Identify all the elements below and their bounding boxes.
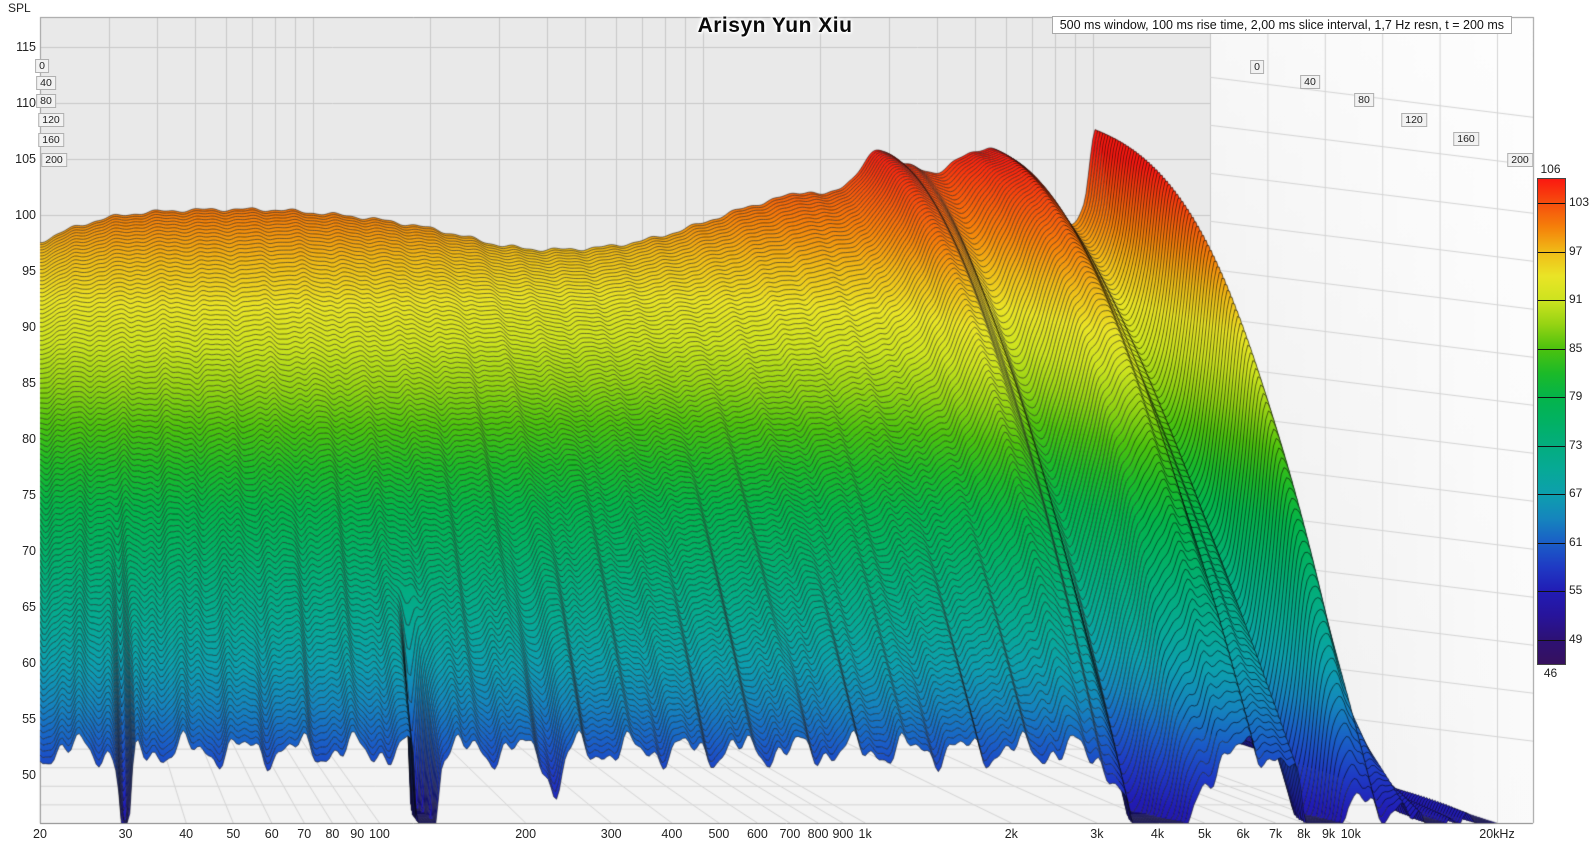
spl-tick-70: 70 xyxy=(22,544,36,558)
colorbar-tick-55 xyxy=(1538,591,1565,593)
freq-tick-1k: 1k xyxy=(858,827,872,841)
freq-tick-10k: 10k xyxy=(1340,827,1361,841)
freq-tick-500: 500 xyxy=(708,827,730,841)
freq-tick-70: 70 xyxy=(297,827,312,841)
time-label-left-160: 160 xyxy=(38,133,64,147)
freq-tick-60: 60 xyxy=(264,827,279,841)
time-label-right-160: 160 xyxy=(1453,132,1479,146)
colorbar-label-97: 97 xyxy=(1569,243,1583,258)
colorbar-label-85: 85 xyxy=(1569,340,1583,355)
spl-tick-80: 80 xyxy=(22,432,36,446)
colorbar-label-67: 67 xyxy=(1569,486,1583,501)
freq-tick-4k: 4k xyxy=(1150,827,1165,841)
spl-tick-50: 50 xyxy=(22,768,36,782)
colorbar-label-61: 61 xyxy=(1569,534,1583,549)
colorbar-label-79: 79 xyxy=(1569,389,1583,404)
colorbar-tick-79 xyxy=(1538,397,1565,399)
spl-tick-110: 110 xyxy=(16,96,36,110)
spl-tick-65: 65 xyxy=(22,600,36,614)
time-label-right-200: 200 xyxy=(1507,153,1533,167)
freq-tick-80: 80 xyxy=(325,827,340,841)
colorbar-tick-85 xyxy=(1538,348,1565,350)
freq-tick-9k: 9k xyxy=(1321,827,1336,841)
freq-tick-6k: 6k xyxy=(1236,827,1250,841)
freq-tick-7k: 7k xyxy=(1268,827,1283,841)
colorbar-label-106: 106 xyxy=(1540,162,1561,176)
spl-tick-95: 95 xyxy=(22,264,36,278)
colorbar-label-91: 91 xyxy=(1569,292,1583,307)
time-label-left-0: 0 xyxy=(35,59,49,73)
freq-tick-3k: 3k xyxy=(1090,827,1104,841)
time-label-left-200: 200 xyxy=(41,153,67,167)
time-label-left-80: 80 xyxy=(36,94,56,108)
freq-tick-90: 90 xyxy=(350,827,365,841)
colorbar-label-46: 46 xyxy=(1543,666,1558,680)
freq-tick-700: 700 xyxy=(779,827,801,841)
spl-colorbar xyxy=(1537,178,1566,665)
freq-tick-600: 600 xyxy=(746,827,768,841)
freq-tick-20: 20 xyxy=(33,827,47,841)
time-label-right-80: 80 xyxy=(1354,93,1374,107)
colorbar-label-55: 55 xyxy=(1569,583,1583,598)
colorbar-tick-61 xyxy=(1538,542,1565,544)
freq-tick-300: 300 xyxy=(600,827,622,841)
colorbar-label-103: 103 xyxy=(1569,195,1590,210)
freq-tick-5k: 5k xyxy=(1197,827,1212,841)
time-label-right-40: 40 xyxy=(1300,75,1320,89)
spl-axis-label: SPL xyxy=(8,1,31,15)
time-label-right-0: 0 xyxy=(1250,60,1264,74)
chart-title: Arisyn Yun Xiu xyxy=(697,14,853,37)
spl-tick-105: 105 xyxy=(15,152,36,166)
time-label-left-120: 120 xyxy=(38,113,64,127)
freq-tick-400: 400 xyxy=(661,827,683,841)
colorbar-tick-91 xyxy=(1538,300,1565,302)
freq-tick-900: 900 xyxy=(832,827,854,841)
freq-tick-2k: 2k xyxy=(1004,827,1018,841)
spl-tick-60: 60 xyxy=(22,656,36,670)
freq-tick-20kHz: 20kHz xyxy=(1479,827,1515,841)
time-label-left-40: 40 xyxy=(36,76,56,90)
spl-tick-75: 75 xyxy=(22,488,36,502)
freq-tick-200: 200 xyxy=(515,827,537,841)
freq-tick-50: 50 xyxy=(226,827,241,841)
colorbar-tick-103 xyxy=(1538,203,1565,205)
colorbar-tick-97 xyxy=(1538,251,1565,253)
spl-tick-85: 85 xyxy=(22,376,36,390)
colorbar-tick-67 xyxy=(1538,494,1565,496)
colorbar-label-49: 49 xyxy=(1569,631,1583,646)
freq-tick-30: 30 xyxy=(118,827,133,841)
spl-tick-90: 90 xyxy=(22,320,36,334)
colorbar-tick-73 xyxy=(1538,445,1565,447)
colorbar-label-73: 73 xyxy=(1569,437,1583,452)
freq-tick-40: 40 xyxy=(179,827,194,841)
time-label-right-120: 120 xyxy=(1401,113,1427,127)
spl-tick-100: 100 xyxy=(15,208,36,222)
freq-tick-800: 800 xyxy=(807,827,829,841)
spl-tick-55: 55 xyxy=(22,712,36,726)
measurement-info-box: 500 ms window, 100 ms rise time, 2,00 ms… xyxy=(1051,16,1512,34)
freq-tick-100: 100 xyxy=(369,827,390,841)
spl-tick-115: 115 xyxy=(16,40,36,54)
colorbar-tick-49 xyxy=(1538,639,1565,641)
freq-tick-8k: 8k xyxy=(1297,827,1311,841)
